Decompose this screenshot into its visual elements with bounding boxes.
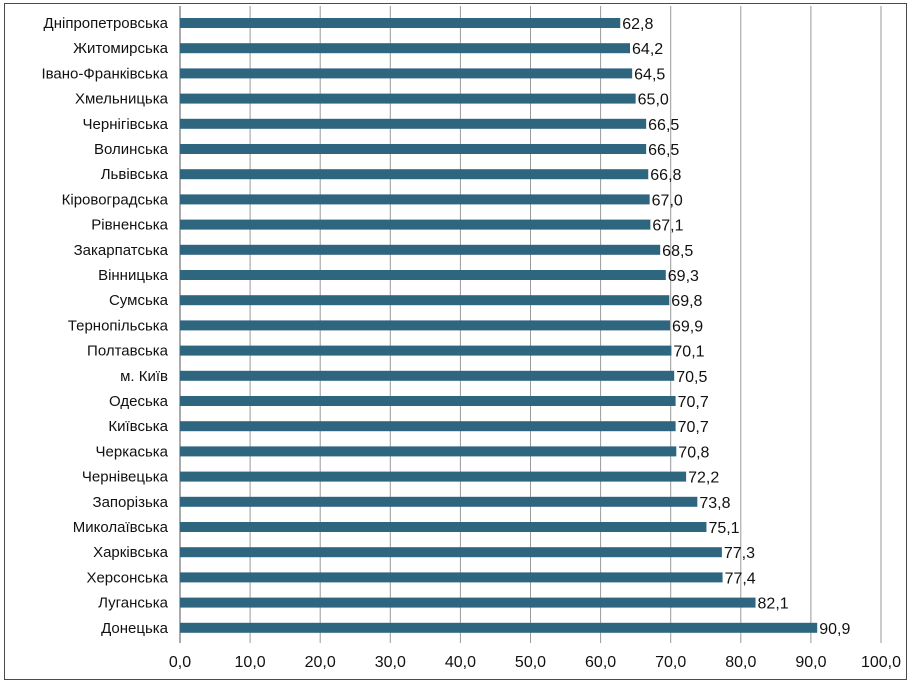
chart-frame <box>4 3 907 680</box>
value-label: 66,5 <box>648 142 679 159</box>
value-labels: 62,8 64,2 64,5 65,0 66,5 66,5 66,8 67,0 67,1 68,5… <box>622 16 850 638</box>
value-label: 77,4 <box>725 570 756 587</box>
bar <box>180 446 677 457</box>
category-label: Харківська <box>93 544 169 561</box>
value-label: 69,3 <box>668 268 699 285</box>
grid-lines <box>179 6 882 643</box>
value-label: 62,8 <box>622 16 653 33</box>
x-tick-label: 30,0 <box>375 654 406 671</box>
bar <box>180 118 647 129</box>
value-label: 68,5 <box>662 243 693 260</box>
value-label: 70,7 <box>678 394 709 411</box>
bars <box>180 18 818 633</box>
value-label: 70,5 <box>676 369 707 386</box>
category-label: Волинська <box>94 141 169 158</box>
value-label: 70,8 <box>678 444 709 461</box>
bar <box>180 622 818 633</box>
category-label: Херсонська <box>86 569 168 586</box>
value-label: 64,2 <box>632 41 663 58</box>
category-label: Київська <box>108 418 168 435</box>
bar <box>180 270 666 280</box>
x-tick-label: 20,0 <box>305 654 336 671</box>
bar <box>180 421 676 432</box>
bar <box>180 93 636 104</box>
x-tick-label: 40,0 <box>445 654 476 671</box>
bar <box>180 244 661 255</box>
category-labels: Дніпропетровська Житомирська Івано-Франків… <box>41 15 168 637</box>
value-label: 64,5 <box>634 66 665 83</box>
bar <box>180 522 707 532</box>
category-label: Вінницька <box>98 267 169 284</box>
category-label: Черкаська <box>96 443 169 460</box>
category-label: Полтавська <box>87 343 169 360</box>
bar <box>180 370 675 381</box>
bar <box>180 496 698 507</box>
category-label: Запорізька <box>93 494 169 511</box>
category-label: Чернівецька <box>82 469 169 486</box>
category-label: м. Київ <box>120 368 168 385</box>
category-label: Тернопільська <box>68 317 169 334</box>
bar <box>180 345 672 356</box>
x-axis-tick-labels: 0,0 10,0 20,0 30,0 40,0 50,0 60,0 70,0 80,0 90,0 1… <box>169 654 901 671</box>
x-tick-label: 0,0 <box>169 654 191 671</box>
x-tick-label: 90,0 <box>795 654 826 671</box>
value-label: 70,7 <box>678 419 709 436</box>
value-label: 66,8 <box>650 167 681 184</box>
value-label: 73,8 <box>699 495 730 512</box>
value-label: 67,0 <box>652 192 683 209</box>
bar <box>180 219 651 230</box>
value-label: 70,1 <box>673 344 704 361</box>
value-label: 72,2 <box>688 470 719 487</box>
value-label: 82,1 <box>758 596 789 613</box>
bar <box>180 320 670 331</box>
category-label: Кіровоградська <box>62 191 169 208</box>
bar <box>180 396 676 406</box>
value-label: 69,9 <box>672 318 703 335</box>
category-label: Чернігівська <box>83 116 169 133</box>
bar <box>180 169 649 180</box>
category-label: Житомирська <box>73 40 169 57</box>
category-label: Дніпропетровська <box>44 15 169 32</box>
value-label: 67,1 <box>652 218 683 235</box>
value-label: 90,9 <box>819 621 850 638</box>
bar <box>180 43 631 54</box>
bar <box>180 144 647 154</box>
bar <box>180 547 722 558</box>
value-label: 69,8 <box>671 293 702 310</box>
category-label: Сумська <box>109 292 169 309</box>
category-label: Одеська <box>109 393 169 410</box>
x-tick-label: 10,0 <box>235 654 266 671</box>
bar <box>180 295 670 306</box>
x-tick-label: 80,0 <box>725 654 756 671</box>
bar <box>180 597 756 608</box>
value-label: 66,5 <box>648 117 679 134</box>
value-label: 75,1 <box>708 520 739 537</box>
category-label: Луганська <box>98 595 168 612</box>
value-label: 65,0 <box>638 92 669 109</box>
value-label: 77,3 <box>724 545 755 562</box>
x-tick-label: 60,0 <box>585 654 616 671</box>
x-tick-label: 70,0 <box>655 654 686 671</box>
bar <box>180 572 723 583</box>
category-label: Донецька <box>101 620 169 637</box>
category-label: Миколаївська <box>73 519 169 536</box>
category-label: Івано-Франківська <box>41 65 168 82</box>
bar <box>180 18 621 28</box>
category-label: Львівська <box>101 166 169 183</box>
x-tick-label: 100,0 <box>861 654 901 671</box>
x-tick-label: 50,0 <box>515 654 546 671</box>
bar <box>180 68 633 79</box>
category-label: Закарпатська <box>74 242 169 259</box>
category-label: Рівненська <box>91 217 168 234</box>
bar <box>180 194 650 205</box>
bar <box>180 471 687 482</box>
category-label: Хмельницька <box>75 91 169 108</box>
